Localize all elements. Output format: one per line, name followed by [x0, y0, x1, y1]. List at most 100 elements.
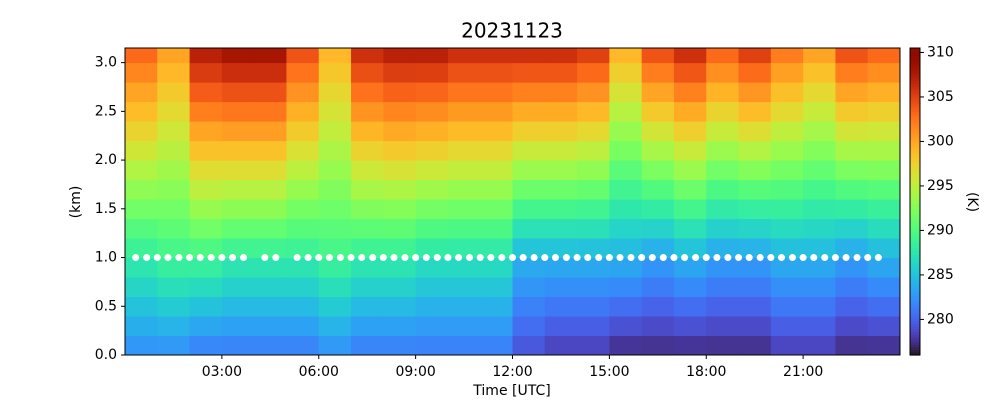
heatmap-cell — [221, 48, 255, 64]
heatmap-cell — [351, 82, 384, 103]
heatmap-cell — [157, 48, 191, 64]
heatmap-cell — [867, 218, 900, 239]
marker — [336, 254, 344, 262]
heatmap-cell — [641, 101, 675, 122]
colorbar-step — [910, 55, 920, 59]
colorbar-step — [910, 106, 920, 110]
heatmap-cell — [286, 316, 320, 337]
heatmap-cell — [318, 140, 352, 161]
colorbar-step — [910, 111, 920, 116]
heatmap-cell — [254, 179, 287, 200]
heatmap-cell — [577, 160, 610, 181]
heatmap-cell — [706, 316, 740, 337]
heatmap-cell — [867, 82, 900, 103]
heatmap-cell — [609, 140, 643, 161]
heatmap-cell — [738, 160, 772, 181]
heatmap-cell — [706, 257, 740, 278]
marker — [681, 254, 689, 262]
heatmap-cell — [254, 62, 287, 83]
heatmap-cell — [415, 218, 449, 239]
colorbar-step — [910, 114, 920, 118]
colorbar-step — [910, 278, 920, 282]
heatmap-cell — [867, 199, 900, 220]
heatmap-cell — [835, 160, 869, 181]
marker — [713, 254, 721, 262]
colorbar-step — [910, 334, 920, 338]
marker — [648, 254, 656, 262]
heatmap-cell — [803, 179, 836, 200]
heatmap-cell — [673, 121, 707, 142]
heatmap-cell — [189, 121, 223, 142]
heatmap-cell — [738, 101, 772, 122]
heatmap-cell — [641, 218, 675, 239]
heatmap-cell — [351, 199, 384, 220]
heatmap-cell — [415, 101, 449, 122]
heatmap-cell — [738, 199, 772, 220]
heatmap-cell — [157, 179, 191, 200]
heatmap-cell — [254, 316, 287, 337]
heatmap-cell — [480, 62, 513, 83]
heatmap-cell — [803, 277, 836, 298]
heatmap-cell — [738, 335, 772, 355]
colorbar-step — [910, 175, 920, 180]
colorbar-step — [910, 71, 920, 75]
heatmap-cell — [544, 199, 578, 220]
marker — [788, 254, 796, 262]
heatmap-cell — [738, 296, 772, 317]
heatmap-cell — [673, 277, 707, 298]
heatmap-cell — [673, 48, 707, 64]
heatmap-cell — [544, 82, 578, 103]
colorbar-tick-label: 285 — [927, 267, 954, 283]
heatmap-cell — [609, 296, 643, 317]
colorbar-step — [910, 147, 920, 151]
heatmap-cell — [867, 121, 900, 142]
marker — [422, 254, 430, 262]
marker — [261, 254, 269, 262]
heatmap-cell — [351, 316, 384, 337]
marker — [412, 254, 420, 262]
colorbar-step — [910, 216, 920, 221]
heatmap-cell — [770, 62, 804, 83]
colorbar-step — [910, 160, 920, 164]
colorbar-step — [910, 326, 920, 331]
colorbar-tick-label: 310 — [927, 44, 954, 60]
heatmap-cell — [480, 140, 513, 161]
heatmap-cell — [512, 101, 546, 122]
colorbar-step — [910, 78, 920, 82]
heatmap-cell — [480, 48, 513, 64]
heatmap-cell — [125, 160, 158, 181]
heatmap-cell — [447, 199, 481, 220]
heatmap-cell — [318, 179, 352, 200]
colorbar-step — [910, 65, 920, 70]
heatmap-cell — [867, 101, 900, 122]
colorbar-step — [910, 232, 920, 236]
heatmap-cell — [351, 257, 384, 278]
colorbar-step — [910, 306, 920, 310]
heatmap-cell — [447, 218, 481, 239]
colorbar-step — [910, 347, 920, 351]
heatmap-cell — [867, 160, 900, 181]
x-tick-label: 03:00 — [202, 364, 242, 380]
heatmap-cell — [544, 160, 578, 181]
heatmap-cell — [512, 335, 546, 355]
heatmap-cell — [286, 140, 320, 161]
heatmap-cell — [770, 238, 804, 259]
heatmap-cell — [770, 121, 804, 142]
heatmap-cell — [577, 82, 610, 103]
heatmap-cell — [706, 62, 740, 83]
heatmap-cell — [641, 82, 675, 103]
heatmap-cell — [577, 257, 610, 278]
heatmap-cell — [867, 238, 900, 259]
heatmap-cell — [286, 238, 320, 259]
marker — [821, 254, 829, 262]
heatmap-cell — [835, 335, 869, 355]
y-axis-label: (km) — [68, 186, 84, 219]
colorbar-step — [910, 88, 920, 93]
colorbar-step — [910, 296, 920, 300]
colorbar-step — [910, 308, 920, 313]
heatmap-cell — [577, 121, 610, 142]
heatmap-cell — [221, 121, 255, 142]
colorbar-step — [910, 140, 920, 144]
heatmap-cell — [867, 48, 900, 64]
heatmap-cell — [738, 257, 772, 278]
